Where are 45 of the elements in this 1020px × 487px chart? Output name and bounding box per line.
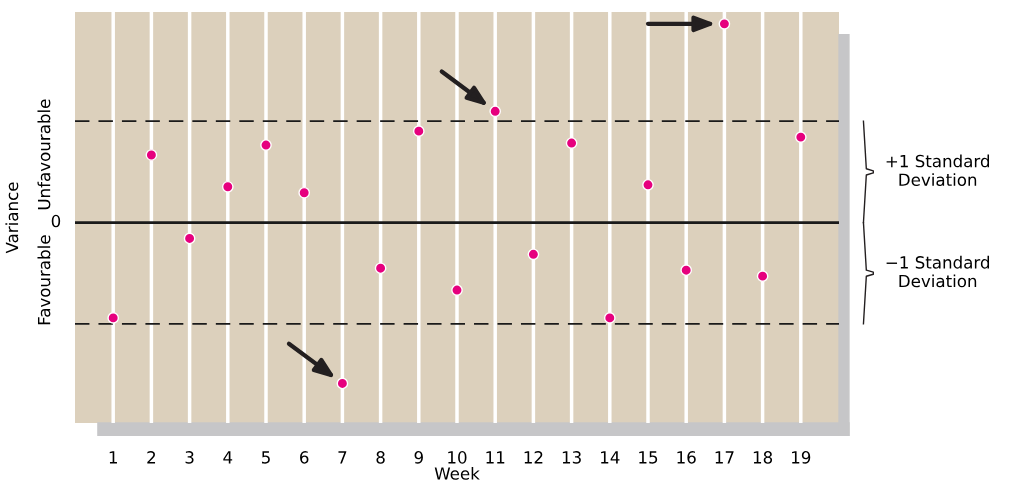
point (145, 149, 158, 161)
ref-line-label: 0 (51, 214, 61, 228)
text: Unfavourable (37, 99, 51, 210)
x-tick-label: 13 (562, 451, 581, 464)
point (756, 270, 769, 283)
point (718, 18, 731, 30)
x-tick-label: 15 (639, 451, 658, 464)
x-tick-label: 16 (677, 451, 696, 464)
x-tick-label: 11 (486, 451, 505, 464)
point (680, 264, 693, 277)
point (794, 131, 807, 143)
point (489, 105, 502, 118)
x-tick-label: 12 (524, 451, 543, 464)
point (451, 284, 463, 296)
point (565, 137, 578, 149)
point (642, 178, 654, 191)
point (603, 312, 616, 324)
x-tick-label: 9 (414, 451, 423, 464)
point (298, 186, 311, 199)
x-tick-label: 5 (261, 451, 270, 464)
point (374, 262, 387, 275)
text: −1 Standard Deviation (886, 255, 990, 288)
x-tick-label: 7 (338, 451, 347, 464)
text: Favourable (37, 235, 51, 325)
x-tick-label: 18 (753, 451, 773, 464)
x-tick-label: 19 (792, 451, 811, 464)
x-tick-label: 3 (185, 451, 194, 464)
x-tick-label: 2 (147, 451, 156, 464)
x-tick-label: 14 (601, 451, 620, 464)
point (412, 125, 425, 137)
point (107, 312, 120, 324)
x-axis-title: Week (434, 466, 480, 480)
x-tick-label: 10 (448, 451, 467, 464)
point (260, 139, 272, 151)
y-axis-title: Variance (5, 182, 19, 254)
point (336, 377, 349, 390)
x-tick-label: 1 (109, 451, 117, 464)
x-tick-label: 6 (300, 451, 309, 464)
x-tick-label: 4 (223, 451, 233, 464)
point (183, 232, 196, 245)
text: +1 Standard Deviation (886, 154, 990, 187)
point (527, 248, 540, 261)
point (221, 180, 234, 193)
x-tick-label: 17 (715, 451, 734, 464)
x-tick-label: 8 (376, 451, 385, 464)
